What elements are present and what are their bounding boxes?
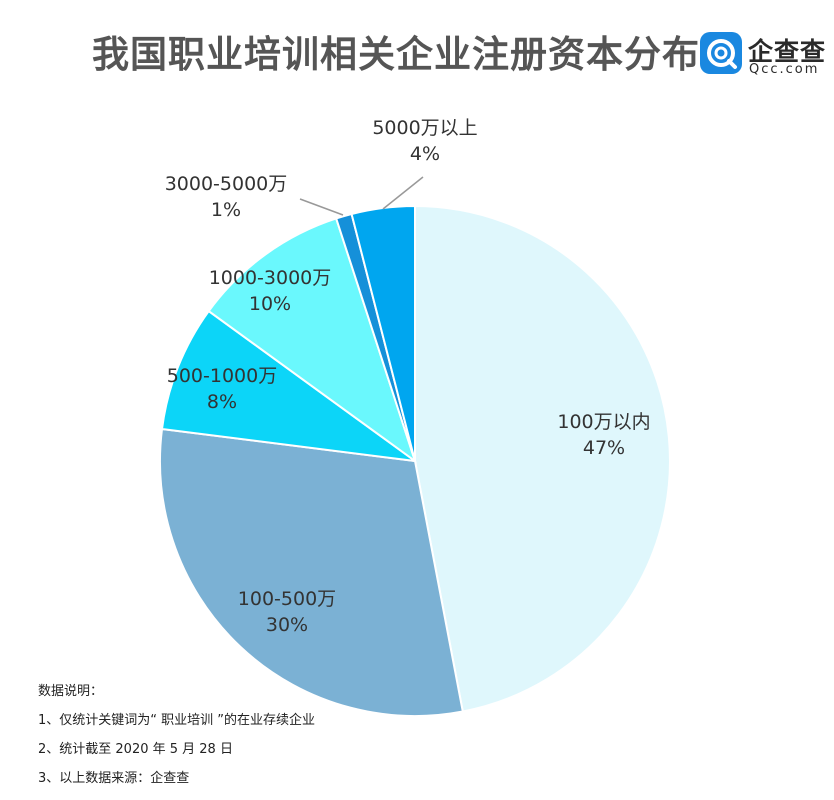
pie-slice <box>414 204 671 713</box>
slice-label: 500-1000万 <box>167 365 277 387</box>
leader-line <box>382 176 424 210</box>
logo-domain: Qcc.com <box>749 62 820 77</box>
slice-percent-label: 8% <box>207 391 237 413</box>
slice-percent-label: 1% <box>211 199 241 221</box>
pie-slice <box>160 309 416 462</box>
slice-label: 100万以内 <box>557 411 650 433</box>
leader-line <box>299 198 344 216</box>
slice-percent-label: 47% <box>583 437 625 459</box>
pie-slice <box>207 217 417 464</box>
note-item: 3、以上数据来源：企查查 <box>38 771 190 786</box>
slice-label: 3000-5000万 <box>165 173 288 195</box>
pie-slice <box>159 427 464 717</box>
qcc-logo-icon <box>700 32 742 74</box>
slice-label: 1000-3000万 <box>209 267 332 289</box>
logo-name: 企查查 <box>748 37 827 66</box>
note-item: 1、仅统计关键词为“ 职业培训 ”的在业存续企业 <box>38 713 316 728</box>
qcc-logo: 企查查 Qcc.com <box>700 32 830 82</box>
notes-heading: 数据说明： <box>38 684 104 699</box>
slice-label: 100-500万 <box>238 588 336 610</box>
slice-label: 5000万以上 <box>372 117 477 139</box>
data-notes: 数据说明： 1、仅统计关键词为“ 职业培训 ”的在业存续企业 2、统计截至 20… <box>38 684 315 800</box>
chart-title: 我国职业培训相关企业注册资本分布 <box>92 33 700 76</box>
slice-percent-label: 10% <box>249 293 291 315</box>
note-item: 2、统计截至 2020 年 5 月 28 日 <box>38 742 233 757</box>
slice-percent-label: 4% <box>410 143 440 165</box>
slice-percent-label: 30% <box>266 614 308 636</box>
